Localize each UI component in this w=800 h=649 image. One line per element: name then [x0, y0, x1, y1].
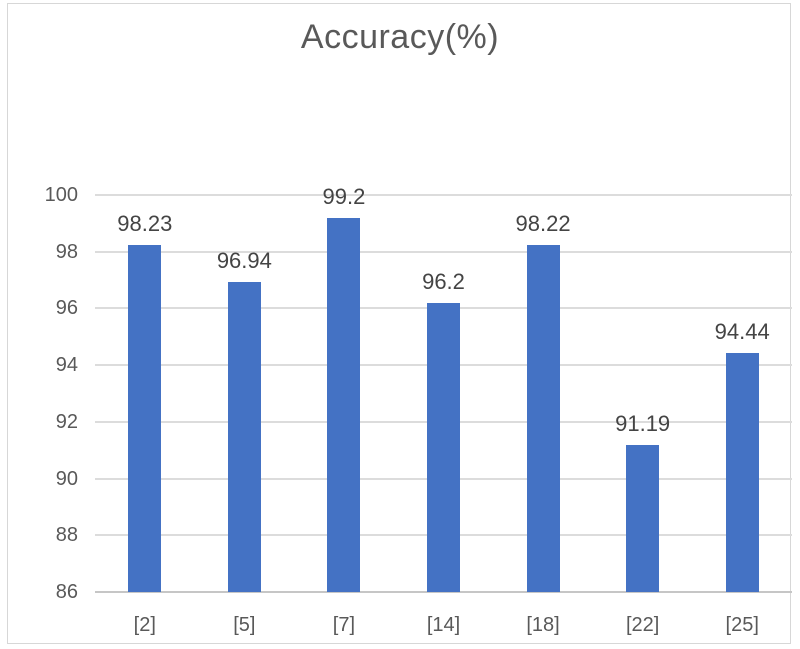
bar-value-label: 98.22: [515, 211, 571, 237]
x-tick-label: [14]: [426, 614, 461, 636]
bar: [327, 217, 361, 592]
y-tick-label: 86: [55, 581, 78, 603]
y-tick-label: 92: [55, 410, 78, 433]
bar: [227, 281, 261, 592]
y-tick-label: 90: [55, 467, 78, 490]
x-tick-label: [25]: [725, 614, 759, 636]
y-tick-label: 96: [55, 297, 78, 320]
x-tick-label: [18]: [526, 614, 560, 636]
x-tick-label: [22]: [625, 614, 660, 636]
bar-value-label: 96.94: [216, 247, 272, 273]
bar-value-label: 91.19: [615, 410, 671, 436]
x-tick-label: [5]: [233, 614, 256, 636]
x-tick-label: [2]: [133, 614, 156, 636]
bar-value-label: 96.2: [422, 268, 465, 294]
x-axis-line: [95, 591, 792, 593]
bar: [725, 352, 759, 592]
gridline: [95, 194, 792, 196]
bar-value-label: 98.23: [117, 211, 173, 237]
chart-title: Accuracy(%): [300, 18, 500, 56]
bar-value-label: 99.2: [322, 183, 366, 209]
x-tick-label: [7]: [332, 614, 356, 636]
y-tick-label: 100: [44, 184, 78, 206]
bar: [526, 245, 560, 592]
plot-area: [95, 194, 792, 593]
bar: [128, 245, 162, 592]
y-tick-label: 98: [55, 240, 78, 263]
y-tick-label: 94: [55, 354, 78, 377]
bar-value-label: 94.44: [714, 318, 770, 344]
y-tick-label: 88: [55, 524, 78, 547]
bar: [427, 302, 460, 592]
gridline: [95, 250, 792, 253]
bar: [626, 444, 660, 592]
